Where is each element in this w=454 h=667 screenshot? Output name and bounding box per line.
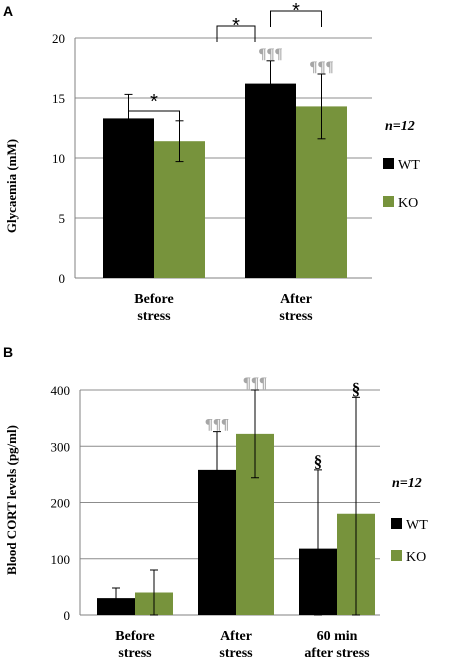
panel-b-y-tick-label: 0 [64, 608, 71, 623]
panel-b-legend-ko-label: KO [406, 550, 426, 565]
panel-b-marker: ¶¶¶ [243, 375, 267, 391]
panel-b-significance-label: * [232, 15, 240, 37]
panel-a-x-tick-label: stress [279, 309, 313, 324]
panel-a-y-tick-label: 10 [52, 151, 65, 166]
panel-b-marker: § [314, 452, 323, 471]
panel-a-significance-label: * [292, 0, 300, 22]
panel-a-plot: 0 5 10 15 20 Before stress After stress ¶¶¶ ¶¶¶ * * [52, 0, 372, 324]
panel-b-legend-wt-swatch [391, 518, 402, 529]
panel-b-x-tick-label: Before [115, 629, 154, 644]
panel-a-legend-ko-swatch [383, 196, 394, 207]
panel-a-y-tick-label: 5 [59, 211, 66, 226]
panel-a-bar-ko [154, 141, 205, 278]
panel-a-x-tick-label: Before [134, 292, 173, 307]
panel-a-marker: ¶¶¶ [258, 46, 282, 62]
panel-b-marker: § [352, 379, 361, 398]
panel-a-significance-bracket [128, 110, 180, 127]
panel-b-legend-n: n=12 [392, 476, 422, 491]
panel-a-legend-n: n=12 [385, 119, 415, 134]
panel-a-significance-label: * [150, 91, 158, 113]
panel-a-y-tick-label: 20 [52, 31, 65, 46]
panel-b-x-tick-label: stress [118, 646, 152, 661]
panel-a-marker: ¶¶¶ [309, 59, 333, 75]
panel-a-bar-wt [103, 118, 154, 279]
panel-b-x-tick-label: After [220, 629, 252, 644]
panel-b-y-tick-label: 400 [51, 383, 71, 398]
panel-a-legend-wt-swatch [383, 158, 394, 169]
panel-a-x-tick-label: stress [137, 309, 171, 324]
panel-b-y-tick-label: 300 [51, 439, 71, 454]
panel-a-y-axis-label: Glycaemia (mM) [4, 139, 19, 233]
panel-a-x-tick-label: After [280, 292, 312, 307]
panel-b-y-tick-label: 200 [51, 496, 71, 511]
panel-b-y-tick-label: 100 [51, 552, 71, 567]
panel-b-x-tick-label: after stress [304, 646, 370, 661]
panel-a-significance-bracket [270, 10, 322, 27]
panel-a-y-tick-label: 15 [52, 91, 65, 106]
panel-a-bar-wt [245, 83, 296, 278]
panel-b-marker: ¶¶¶ [205, 417, 229, 433]
panel-b-letter: B [3, 344, 13, 360]
panel-b-x-tick-label: stress [219, 646, 253, 661]
panel-a-y-tick-label: 0 [59, 271, 66, 286]
panel-b-significance-bracket [216, 25, 256, 42]
panel-a-legend-ko-label: KO [398, 196, 418, 211]
panel-a-letter: A [3, 3, 13, 19]
panel-b-legend-ko-swatch [391, 550, 402, 561]
panel-b-x-tick-label: 60 min [317, 629, 358, 644]
panel-b-legend-wt-label: WT [406, 518, 428, 533]
panel-a-legend-wt-label: WT [398, 158, 420, 173]
panel-b-y-axis-label: Blood CORT levels (pg/ml) [4, 425, 19, 575]
